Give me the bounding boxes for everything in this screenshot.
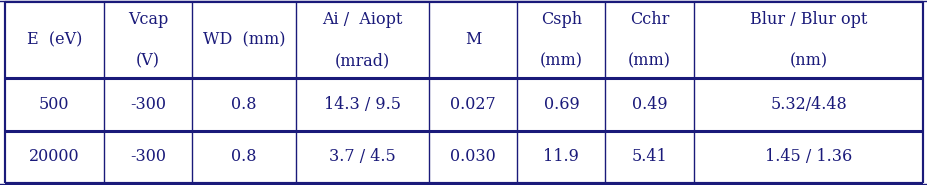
Text: 0.8: 0.8 [231,96,257,113]
Text: 0.027: 0.027 [450,96,496,113]
Bar [693,131,922,183]
Text: 0.030: 0.030 [450,148,496,165]
Text: 5.41: 5.41 [631,148,667,165]
Bar [516,131,604,183]
Text: 20000: 20000 [29,148,80,165]
Text: 3.7 / 4.5: 3.7 / 4.5 [329,148,396,165]
Text: E  (eV): E (eV) [27,31,82,48]
Bar [604,78,693,131]
Bar [296,2,428,78]
Bar [693,2,922,78]
Text: Ai /  Aiopt

(mrad): Ai / Aiopt (mrad) [322,11,402,69]
Bar [192,131,296,183]
Bar [428,78,516,131]
Text: Vcap

(V): Vcap (V) [128,11,168,69]
Bar [604,2,693,78]
Text: 0.49: 0.49 [631,96,667,113]
Bar [604,131,693,183]
Bar [296,78,428,131]
Text: Csph

(mm): Csph (mm) [540,11,582,69]
Text: -300: -300 [130,96,166,113]
Bar [5,2,104,78]
Bar [104,131,192,183]
Text: 5.32/4.48: 5.32/4.48 [769,96,846,113]
Bar [5,78,104,131]
Text: 11.9: 11.9 [543,148,578,165]
Bar [192,2,296,78]
Bar [428,2,516,78]
Bar [5,131,104,183]
Bar [104,78,192,131]
Bar [104,2,192,78]
Text: 0.69: 0.69 [543,96,578,113]
Text: 1.45 / 1.36: 1.45 / 1.36 [764,148,851,165]
Text: M: M [464,31,481,48]
Text: 14.3 / 9.5: 14.3 / 9.5 [324,96,400,113]
Text: 500: 500 [39,96,70,113]
Text: Cchr

(mm): Cchr (mm) [628,11,670,69]
Bar [693,78,922,131]
Bar [516,2,604,78]
Text: -300: -300 [130,148,166,165]
Text: 0.8: 0.8 [231,148,257,165]
Text: Blur / Blur opt

(nm): Blur / Blur opt (nm) [749,11,866,69]
Bar [192,78,296,131]
Bar [428,131,516,183]
Text: WD  (mm): WD (mm) [202,31,285,48]
Bar [516,78,604,131]
Bar [296,131,428,183]
